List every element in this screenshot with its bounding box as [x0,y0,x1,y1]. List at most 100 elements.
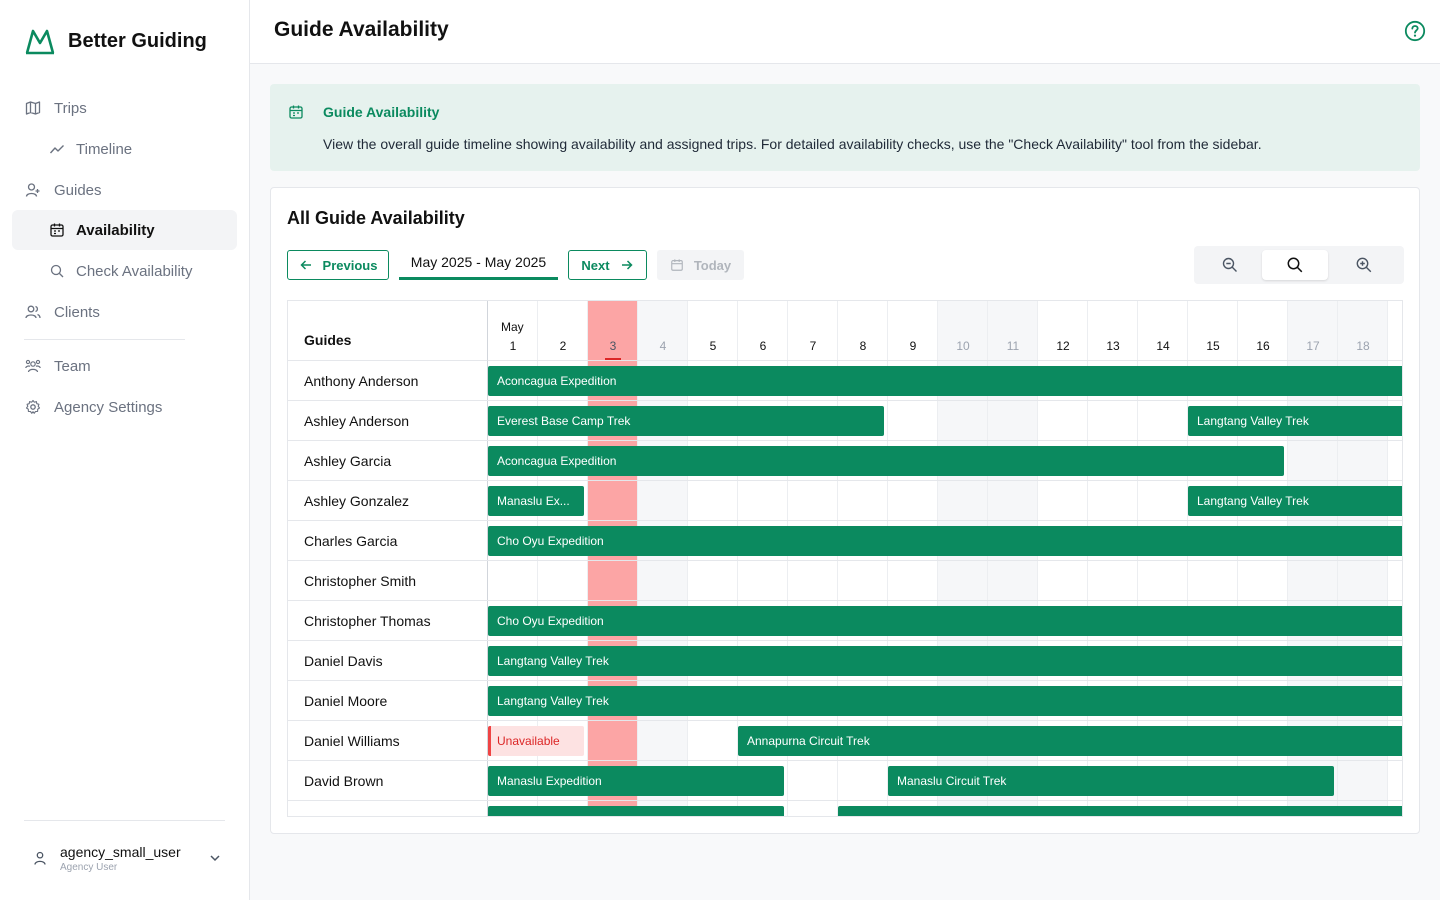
guide-name[interactable]: Christopher Smith [304,573,417,589]
row-divider [288,680,488,681]
zoom-in-button[interactable] [1331,250,1397,280]
guide-name[interactable]: Daniel Moore [304,693,388,709]
sidebar-item-label: Availability [76,221,155,239]
sidebar-item-trips[interactable]: Trips [12,88,237,128]
guide-name[interactable]: Christopher Thomas [304,613,431,629]
unavailable-bar[interactable]: Unavailable [488,726,584,756]
banner-text: View the overall guide timeline showing … [323,136,1262,152]
sidebar-item-label: Timeline [76,140,133,158]
help-icon[interactable] [1404,20,1426,42]
guide-name[interactable]: Charles Garcia [304,533,398,549]
sidebar-item-label: Check Availability [76,262,193,280]
day-column [1188,301,1238,816]
sidebar-item-check-availability[interactable]: Check Availability [12,251,237,291]
day-column [788,301,838,816]
chevron-down-icon[interactable] [205,851,225,865]
user-divider [24,820,225,821]
day-label: 14 [1156,339,1170,353]
brand[interactable]: Better Guiding [24,24,207,58]
guides-column-header: Guides [288,301,488,361]
info-banner: Guide Availability View the overall guid… [270,84,1420,171]
row-divider [288,680,1402,681]
day-label: 9 [909,339,917,353]
arrow-left-icon [299,260,311,270]
guide-name[interactable]: Ashley Garcia [304,453,392,469]
day-label: 16 [1256,339,1270,353]
row-divider [288,360,1402,361]
row-divider [288,480,1402,481]
previous-button[interactable]: Previous [287,250,389,280]
day-label-today: 3 [609,339,617,353]
day-column [1138,301,1188,816]
guide-name[interactable]: Anthony Anderson [304,373,419,389]
trip-bar-partial[interactable] [838,806,1402,816]
user-menu[interactable]: agency_small_user Agency User [24,836,225,880]
banner-title: Guide Availability [323,104,440,120]
gear-icon [24,398,42,416]
sidebar-item-agency-settings[interactable]: Agency Settings [12,387,237,427]
guide-name[interactable]: Daniel Davis [304,653,383,669]
guide-name[interactable]: David Brown [304,773,384,789]
day-label: 4 [659,339,667,353]
day-label: 10 [956,339,970,353]
sidebar: Better Guiding Trips Timeline Guides Ava… [0,0,250,900]
guides-header-label: Guides [304,332,352,348]
trip-bar[interactable]: Aconcagua Expedition [488,366,1402,396]
trip-bar[interactable]: Manaslu Circuit Trek [888,766,1334,796]
row-divider [288,400,488,401]
row-divider [288,560,1402,561]
calendar-icon [48,221,66,239]
trip-bar[interactable]: Manaslu Ex... [488,486,584,516]
day-label: 17 [1306,339,1320,353]
guide-name[interactable]: Daniel Williams [304,733,400,749]
header: Guide Availability [250,0,1440,64]
row-divider [288,640,488,641]
guide-name[interactable]: Ashley Anderson [304,413,410,429]
user-name: agency_small_user [60,843,181,860]
trip-bar[interactable]: Manaslu Expedition [488,766,784,796]
trip-bar[interactable]: Annapurna Circuit Trek [738,726,1402,756]
trip-bar[interactable]: Langtang Valley Trek [488,646,1402,676]
zoom-reset-button[interactable] [1262,250,1328,280]
row-divider [288,720,1402,721]
sidebar-item-timeline[interactable]: Timeline [12,129,237,169]
user-plus-icon [24,181,42,199]
nav-divider [24,339,185,340]
calendar-icon [289,105,303,119]
guide-name[interactable]: Ashley Gonzalez [304,493,410,509]
row-divider [288,520,1402,521]
day-label: 11 [1006,339,1020,353]
day-column [1038,301,1088,816]
trip-bar[interactable]: Langtang Valley Trek [1188,406,1402,436]
day-label: 6 [759,339,767,353]
trip-bar[interactable]: Langtang Valley Trek [488,686,1402,716]
trip-bar[interactable]: Cho Oyu Expedition [488,606,1402,636]
trip-bar[interactable]: Langtang Valley Trek [1188,486,1402,516]
row-divider [288,760,488,761]
sidebar-item-guides[interactable]: Guides [12,170,237,210]
day-column [1088,301,1138,816]
today-button[interactable]: Today [657,250,744,280]
day-column [488,301,538,816]
trip-bar[interactable]: Everest Base Camp Trek [488,406,884,436]
trip-bar-partial[interactable] [488,806,784,816]
row-divider [288,720,488,721]
day-column [838,301,888,816]
sidebar-item-availability[interactable]: Availability [12,210,237,250]
sidebar-item-team[interactable]: Team [12,346,237,386]
map-icon [24,99,42,117]
sidebar-item-label: Agency Settings [54,398,163,416]
brand-name: Better Guiding [68,29,207,52]
today-label: Today [693,257,732,273]
sidebar-item-label: Guides [54,181,102,199]
sidebar-item-clients[interactable]: Clients [12,292,237,332]
zoom-control [1194,246,1404,284]
day-label: 2 [559,339,567,353]
trip-bar[interactable]: Aconcagua Expedition [488,446,1284,476]
next-button[interactable]: Next [568,250,647,280]
trip-bar[interactable]: Cho Oyu Expedition [488,526,1402,556]
row-divider [288,440,1402,441]
zoom-out-button[interactable] [1197,250,1263,280]
row-divider [288,760,1402,761]
trend-icon [48,140,66,158]
